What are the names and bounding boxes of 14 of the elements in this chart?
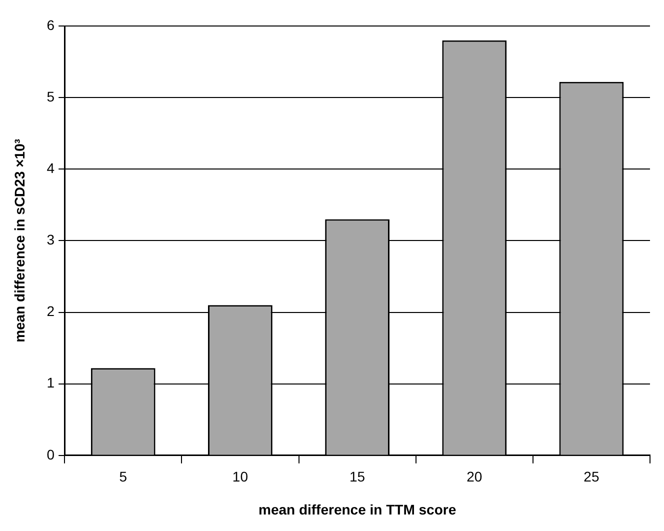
y-axis-title: mean difference in sCD23 ×10³ <box>11 138 28 342</box>
x-tick-label: 25 <box>584 468 600 485</box>
x-tick-label: 10 <box>232 468 248 485</box>
x-tick-label: 20 <box>466 468 482 485</box>
y-tick-label: 5 <box>46 88 55 104</box>
x-axis-title: mean difference in TTM score <box>258 501 456 518</box>
y-tick-label: 6 <box>46 16 55 33</box>
y-tick-label: 4 <box>46 160 55 176</box>
x-tick-label: 15 <box>350 468 366 485</box>
y-tick-label: 2 <box>46 303 55 320</box>
x-tick-label: 5 <box>119 468 128 485</box>
y-tick-label: 0 <box>46 446 55 462</box>
y-tick-label: 3 <box>46 232 55 248</box>
y-tick-label: 1 <box>46 374 55 391</box>
